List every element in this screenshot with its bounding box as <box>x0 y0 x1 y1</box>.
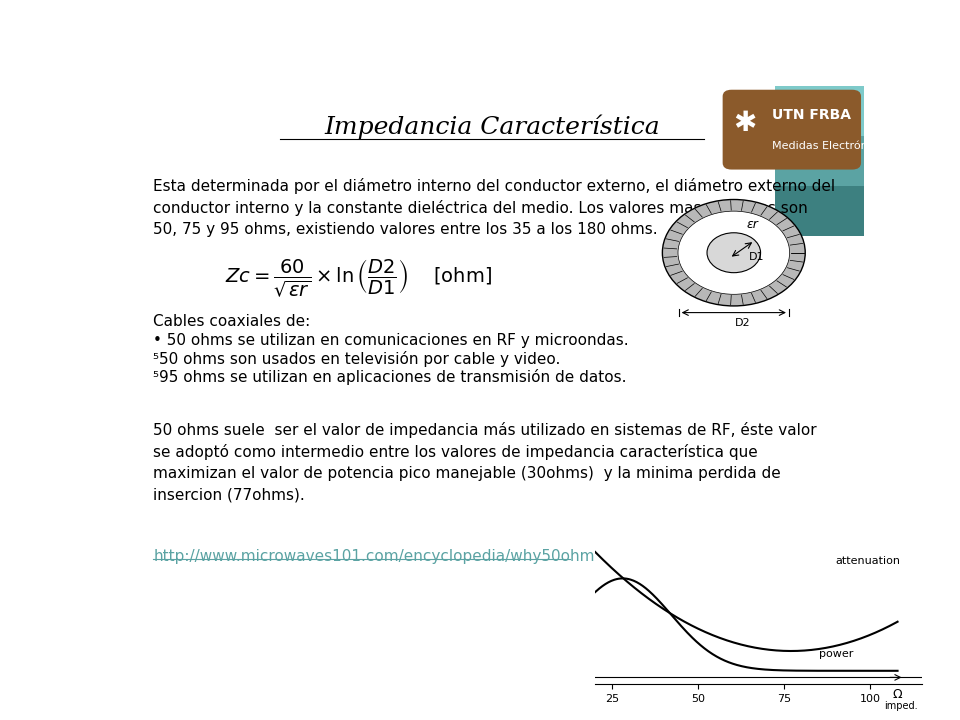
Text: D1: D1 <box>749 252 764 262</box>
FancyBboxPatch shape <box>723 90 861 169</box>
Text: Impedancia Característica: Impedancia Característica <box>324 114 660 138</box>
Text: ⁵95 ohms se utilizan en aplicaciones de transmisión de datos.: ⁵95 ohms se utilizan en aplicaciones de … <box>154 369 627 385</box>
Text: Medidas Electrónicas II: Medidas Electrónicas II <box>772 141 900 151</box>
Text: $Zc = \dfrac{60}{\sqrt{\varepsilon r}} \times \ln\left(\dfrac{D2}{D1}\right)$   : $Zc = \dfrac{60}{\sqrt{\varepsilon r}} \… <box>225 257 492 299</box>
Text: Cables coaxiales de:: Cables coaxiales de: <box>154 314 311 329</box>
FancyBboxPatch shape <box>775 136 864 186</box>
Text: attenuation: attenuation <box>836 557 900 566</box>
Text: power: power <box>819 649 852 659</box>
Circle shape <box>707 233 760 273</box>
Text: Esta determinada por el diámetro interno del conductor externo, el diámetro exte: Esta determinada por el diámetro interno… <box>154 178 835 238</box>
Circle shape <box>662 199 805 306</box>
Text: ⁵50 ohms son usados en televisión por cable y video.: ⁵50 ohms son usados en televisión por ca… <box>154 351 561 367</box>
Text: εr: εr <box>747 218 758 232</box>
Text: Ω: Ω <box>893 688 902 701</box>
Text: imped.: imped. <box>884 701 918 711</box>
Text: http://www.microwaves101.com/encyclopedia/why50ohms.cfm: http://www.microwaves101.com/encyclopedi… <box>154 549 636 564</box>
Text: ✱: ✱ <box>733 109 756 137</box>
Circle shape <box>678 211 789 294</box>
Text: • 50 ohms se utilizan en comunicaciones en RF y microondas.: • 50 ohms se utilizan en comunicaciones … <box>154 333 629 348</box>
Text: UTN FRBA: UTN FRBA <box>772 108 851 122</box>
Text: 50 ohms suele  ser el valor de impedancia más utilizado en sistemas de RF, éste : 50 ohms suele ser el valor de impedancia… <box>154 422 817 503</box>
Text: D2: D2 <box>735 318 751 328</box>
FancyBboxPatch shape <box>775 86 864 136</box>
FancyBboxPatch shape <box>775 186 864 236</box>
